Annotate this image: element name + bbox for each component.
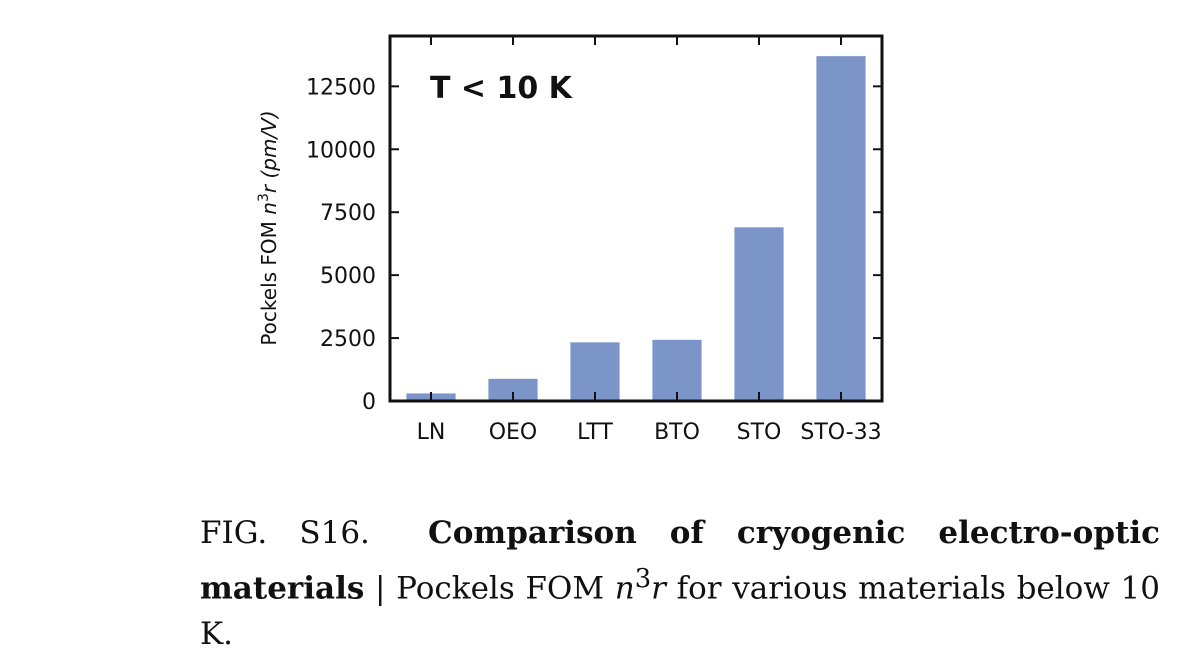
plot-frame xyxy=(388,34,884,403)
figure-caption: FIG. S16. Comparison of cryogenic electr… xyxy=(200,510,1160,657)
bar-sto xyxy=(734,227,784,401)
bar-sto-33 xyxy=(816,56,866,401)
caption-math-n: n xyxy=(614,570,635,607)
caption-separator: | xyxy=(375,570,386,607)
y-axis-label: Pockels FOM n3r (pm/V) xyxy=(256,110,281,345)
x-tick-label-sto: STO xyxy=(737,420,782,445)
y-tick-label: 5000 xyxy=(320,264,376,289)
y-tick-label: 0 xyxy=(362,390,376,415)
bar-bto xyxy=(652,339,702,401)
bar-ltt xyxy=(570,342,620,401)
caption-math-r: r xyxy=(651,570,666,607)
caption-title: Comparison of cryogenic electro-optic ma… xyxy=(200,515,1160,607)
x-tick-label-oeo: OEO xyxy=(489,420,538,445)
x-tick-label-ltt: LTT xyxy=(577,420,613,445)
y-tick-label: 7500 xyxy=(320,201,376,226)
bar-chart: Pockels FOM n3r (pm/V) 0 2500 5000 7500 1000… xyxy=(256,34,884,445)
y-tick-label: 12500 xyxy=(306,75,376,100)
y-tick-label: 2500 xyxy=(320,327,376,352)
x-tick-label-ln: LN xyxy=(417,420,446,445)
caption-math-sup: 3 xyxy=(634,564,652,594)
caption-text-before: Pockels FOM xyxy=(396,570,615,607)
y-tick-label: 10000 xyxy=(306,138,376,163)
x-tick-label-bto: BTO xyxy=(654,420,700,445)
temperature-annotation: T < 10 K xyxy=(430,71,574,106)
figure-label: FIG. S16. xyxy=(200,515,370,551)
x-tick-label-sto-33: STO-33 xyxy=(800,420,881,445)
bar-oeo xyxy=(488,378,538,401)
